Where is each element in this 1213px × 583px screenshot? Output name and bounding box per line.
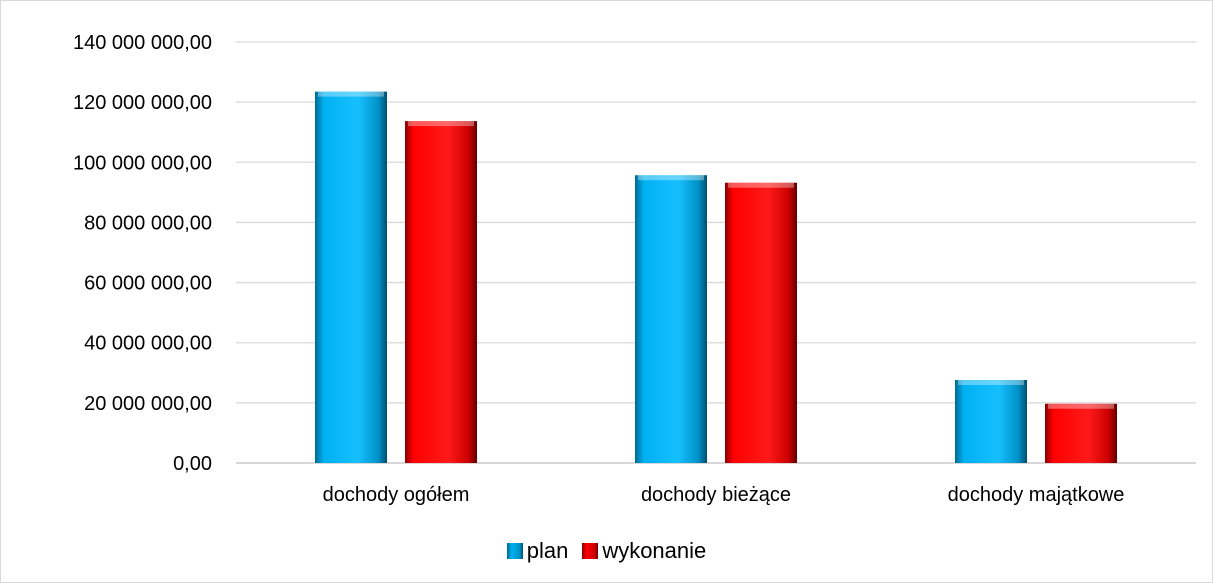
bar-wykonanie-1 <box>725 182 797 463</box>
y-tick-label: 20 000 000,00 <box>84 393 212 415</box>
bar-highlight <box>638 175 704 181</box>
y-tick-label: 60 000 000,00 <box>84 273 212 295</box>
bar-highlight <box>958 380 1024 386</box>
legend-item-wykonanie: wykonanie <box>582 538 706 564</box>
legend-item-plan: plan <box>506 538 569 564</box>
x-tick-label: dochody bieżące <box>641 484 791 506</box>
legend-swatch-wykonanie <box>582 543 599 559</box>
bar-plan-0 <box>315 91 387 463</box>
bar-plan-2 <box>955 380 1027 463</box>
x-tick-label: dochody majątkowe <box>948 484 1125 506</box>
legend: plan wykonanie <box>0 538 1213 564</box>
y-tick-label: 40 000 000,00 <box>84 333 212 355</box>
bar-highlight <box>728 182 794 188</box>
y-tick-label: 140 000 000,00 <box>73 32 212 54</box>
bar-plan-1 <box>635 175 707 463</box>
bar-highlight <box>318 91 384 97</box>
bar-wykonanie-2 <box>1045 403 1117 463</box>
y-tick-label: 120 000 000,00 <box>73 92 212 114</box>
bar-wykonanie-0 <box>405 121 477 463</box>
y-tick-label: 80 000 000,00 <box>84 212 212 234</box>
bar-highlight <box>1048 403 1114 409</box>
legend-label-plan: plan <box>526 538 569 563</box>
y-tick-label: 100 000 000,00 <box>73 152 212 174</box>
legend-swatch-plan <box>506 543 523 559</box>
legend-label-wykonanie: wykonanie <box>602 538 707 563</box>
y-tick-label: 0,00 <box>173 453 212 475</box>
bar-highlight <box>408 121 474 127</box>
x-tick-label: dochody ogółem <box>323 484 470 506</box>
